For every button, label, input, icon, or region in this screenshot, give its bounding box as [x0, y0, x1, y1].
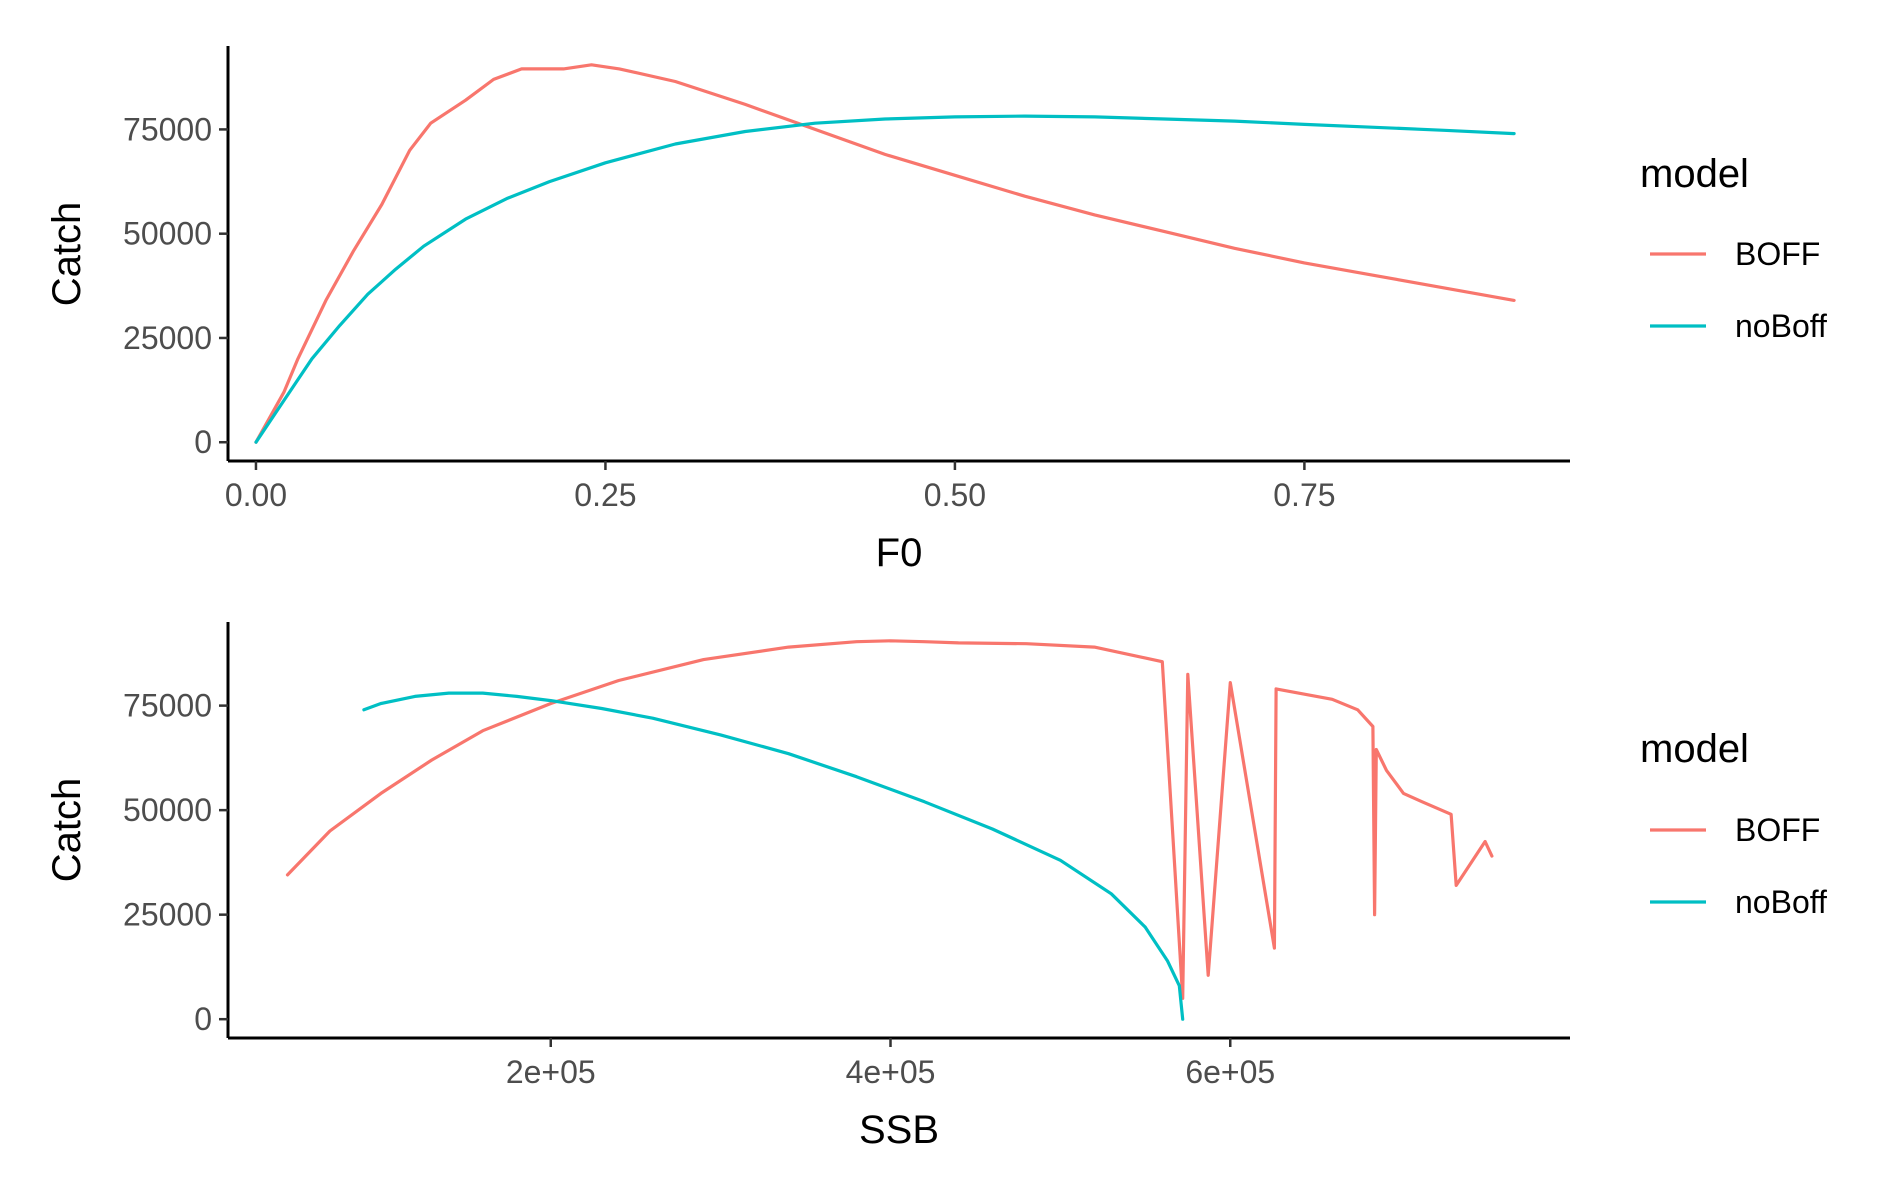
- bottom-y-tick-label: 0: [194, 1001, 212, 1037]
- bottom-ticks: 0 25000 50000 75000 2e+05 4e+05 6e+05: [123, 688, 1275, 1090]
- top-x-tick-label: 0.00: [225, 477, 287, 513]
- bottom-y-tick-label: 25000: [123, 897, 212, 933]
- top-y-tick-label: 50000: [123, 216, 212, 252]
- top-legend-label-noboff: noBoff: [1735, 308, 1827, 344]
- top-legend-title: model: [1640, 152, 1749, 196]
- top-ticks: 0 25000 50000 75000 0.00 0.25 0.50 0.75: [123, 111, 1336, 513]
- top-series-noboff: [254, 114, 1516, 444]
- bottom-y-tick-label: 75000: [123, 688, 212, 724]
- top-series-layer: [254, 63, 1516, 444]
- top-x-tick-label: 0.25: [574, 477, 636, 513]
- top-y-axis-title: Catch: [45, 202, 89, 307]
- bottom-series-boff: [285, 639, 1494, 1000]
- top-series-boff: [254, 63, 1516, 444]
- bottom-x-tick-label: 2e+05: [506, 1054, 596, 1090]
- top-x-tick-label: 0.75: [1273, 477, 1335, 513]
- bottom-series-layer: [285, 639, 1494, 1021]
- top-legend-label-boff: BOFF: [1735, 236, 1820, 272]
- bottom-y-axis-title: Catch: [45, 778, 89, 883]
- top-x-tick-label: 0.50: [924, 477, 986, 513]
- bottom-x-tick-label: 4e+05: [846, 1054, 936, 1090]
- bottom-legend-label-noboff: noBoff: [1735, 884, 1827, 920]
- top-y-tick-label: 75000: [123, 111, 212, 147]
- bottom-x-axis-title: SSB: [859, 1108, 939, 1152]
- bottom-legend-title: model: [1640, 727, 1749, 771]
- bottom-y-tick-label: 50000: [123, 792, 212, 828]
- top-y-tick-label: 25000: [123, 320, 212, 356]
- top-y-tick-label: 0: [194, 424, 212, 460]
- bottom-series-noboff: [362, 691, 1185, 1021]
- bottom-x-tick-label: 6e+05: [1185, 1054, 1275, 1090]
- bottom-legend-label-boff: BOFF: [1735, 812, 1820, 848]
- bottom-panel: 0 25000 50000 75000 2e+05 4e+05 6e+05 SSB Catc…: [45, 622, 1827, 1152]
- top-panel: 0 25000 50000 75000 0.00 0.25 0.50 0.75 F0 Catc…: [45, 46, 1827, 575]
- bottom-legend: model BOFF noBoff: [1640, 727, 1827, 920]
- top-legend: model BOFF noBoff: [1640, 152, 1827, 344]
- top-x-axis-title: F0: [876, 531, 923, 575]
